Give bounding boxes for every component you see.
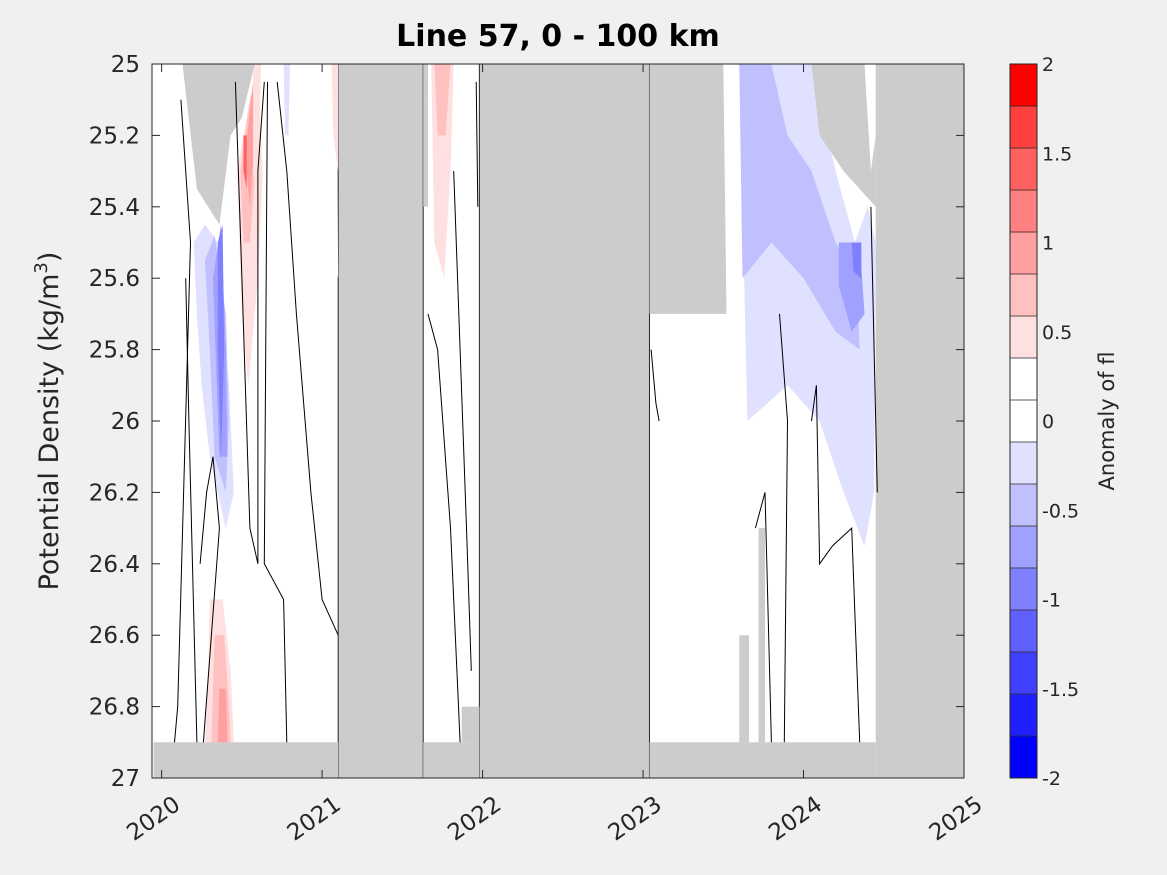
zero-contour-line (453, 171, 472, 671)
anomaly-patch (293, 64, 310, 207)
y-tick-label: 26.2 (89, 480, 140, 506)
no-data-bottom (461, 706, 480, 743)
no-data-bottom (423, 742, 480, 778)
no-data-surface (875, 64, 964, 778)
zero-contour-line (475, 81, 479, 207)
colorbar-swatch (1010, 106, 1037, 149)
zero-contour-line (185, 278, 198, 743)
colorbar-swatch (1010, 190, 1037, 233)
zero-contour-line (779, 313, 789, 743)
y-axis-label-superscript: 3 (31, 262, 52, 273)
anomaly-patch (243, 135, 247, 189)
zero-contour-line (427, 313, 461, 743)
x-tick-label: 2023 (604, 791, 667, 846)
anomaly-patch (217, 224, 225, 457)
anomaly-patch (217, 688, 228, 743)
colorbar-swatch (1010, 484, 1037, 527)
colorbar-tick-label: 1.5 (1042, 143, 1072, 165)
colorbar-swatch (1010, 148, 1037, 191)
colorbar-swatch (1010, 316, 1037, 359)
zero-contour-line (811, 385, 861, 743)
colorbar-label: Anomaly of fl (1095, 352, 1119, 491)
no-data-surface (811, 64, 876, 207)
colorbar-tick-label: 0 (1042, 411, 1054, 433)
colorbar-tick-label: -1 (1042, 590, 1061, 612)
zero-contour-line (870, 206, 878, 493)
colorbar-tick-label: -0.5 (1042, 500, 1079, 522)
y-tick-label: 26.4 (89, 552, 140, 578)
colorbar-swatch (1010, 400, 1037, 443)
zero-contour-line (234, 81, 265, 564)
anomaly-patch (253, 64, 262, 207)
y-axis-label-close: ) (34, 252, 65, 263)
colorbar-swatch (1010, 694, 1037, 737)
x-tick-label: 2024 (764, 791, 827, 846)
zero-contour-line (174, 99, 192, 743)
x-tick-label: 2025 (925, 791, 988, 846)
colorbar-swatch (1010, 568, 1037, 611)
colorbar-swatch (1010, 64, 1037, 107)
anomaly-patch (434, 64, 451, 136)
colorbar-tick-label: 0.5 (1042, 322, 1072, 344)
colorbar-tick-label: 2 (1042, 54, 1054, 76)
y-tick-label: 25.8 (89, 338, 140, 364)
colorbar-swatch (1010, 652, 1037, 695)
anomaly-patch (331, 64, 339, 172)
y-axis-label-main: Potential Density (kg/m (34, 274, 65, 591)
no-data-bottom (649, 742, 876, 778)
no-data-surface (153, 64, 255, 225)
colorbar-swatch (1010, 442, 1037, 485)
x-tick-label: 2021 (283, 791, 346, 846)
zero-contour-line (199, 456, 220, 743)
anomaly-patch (283, 64, 290, 136)
y-tick-label: 26 (111, 409, 140, 435)
colorbar: 2 1.5 1 0.5 0 -0.5 -1 -1.5 -2 (1009, 54, 1079, 790)
colorbar-swatch (1010, 610, 1037, 653)
x-tick-label: 2020 (122, 791, 185, 846)
colorbar-tick-label: 1 (1042, 233, 1054, 255)
no-data-surface (423, 64, 428, 207)
y-tick-label: 25.6 (89, 266, 140, 292)
zero-contour-line (276, 81, 339, 636)
y-tick-label: 26.8 (89, 695, 140, 721)
no-data-period (478, 64, 650, 778)
y-tick-label: 27 (111, 766, 140, 792)
colorbar-tick-label: -2 (1042, 768, 1061, 790)
colorbar-swatch (1010, 358, 1037, 401)
anomaly-patch (739, 64, 860, 350)
no-data-bottom (739, 635, 749, 743)
y-axis-label: Potential Density (kg/m3) (31, 252, 65, 591)
colorbar-swatch (1010, 736, 1037, 779)
anomaly-patch (853, 688, 863, 743)
colorbar-swatch (1010, 526, 1037, 569)
colorbar-tick-label: -1.5 (1042, 679, 1079, 701)
no-data-surface (649, 64, 727, 314)
chart-title: Line 57, 0 - 100 km (396, 19, 720, 54)
zero-contour-line (263, 81, 288, 743)
y-tick-label: 25.2 (89, 123, 140, 149)
colorbar-swatch (1010, 232, 1037, 275)
y-tick-label: 25.4 (89, 195, 140, 221)
colorbar-swatch (1010, 274, 1037, 317)
y-tick-label: 25 (111, 52, 140, 78)
zero-contour-line (650, 349, 660, 422)
colorbar-frame (1009, 63, 1038, 779)
y-axis: 25 25.2 25.4 25.6 25.8 26 26.2 26.4 26.6 26.8 27 (89, 52, 964, 792)
anomaly-patch (851, 242, 862, 279)
x-tick-label: 2022 (443, 791, 506, 846)
plot-area (153, 64, 964, 778)
y-tick-label: 26.6 (89, 623, 140, 649)
no-data-bottom (758, 528, 765, 743)
no-data-bottom (153, 742, 339, 778)
zero-contour-line (754, 492, 772, 743)
no-data-period (337, 64, 424, 778)
